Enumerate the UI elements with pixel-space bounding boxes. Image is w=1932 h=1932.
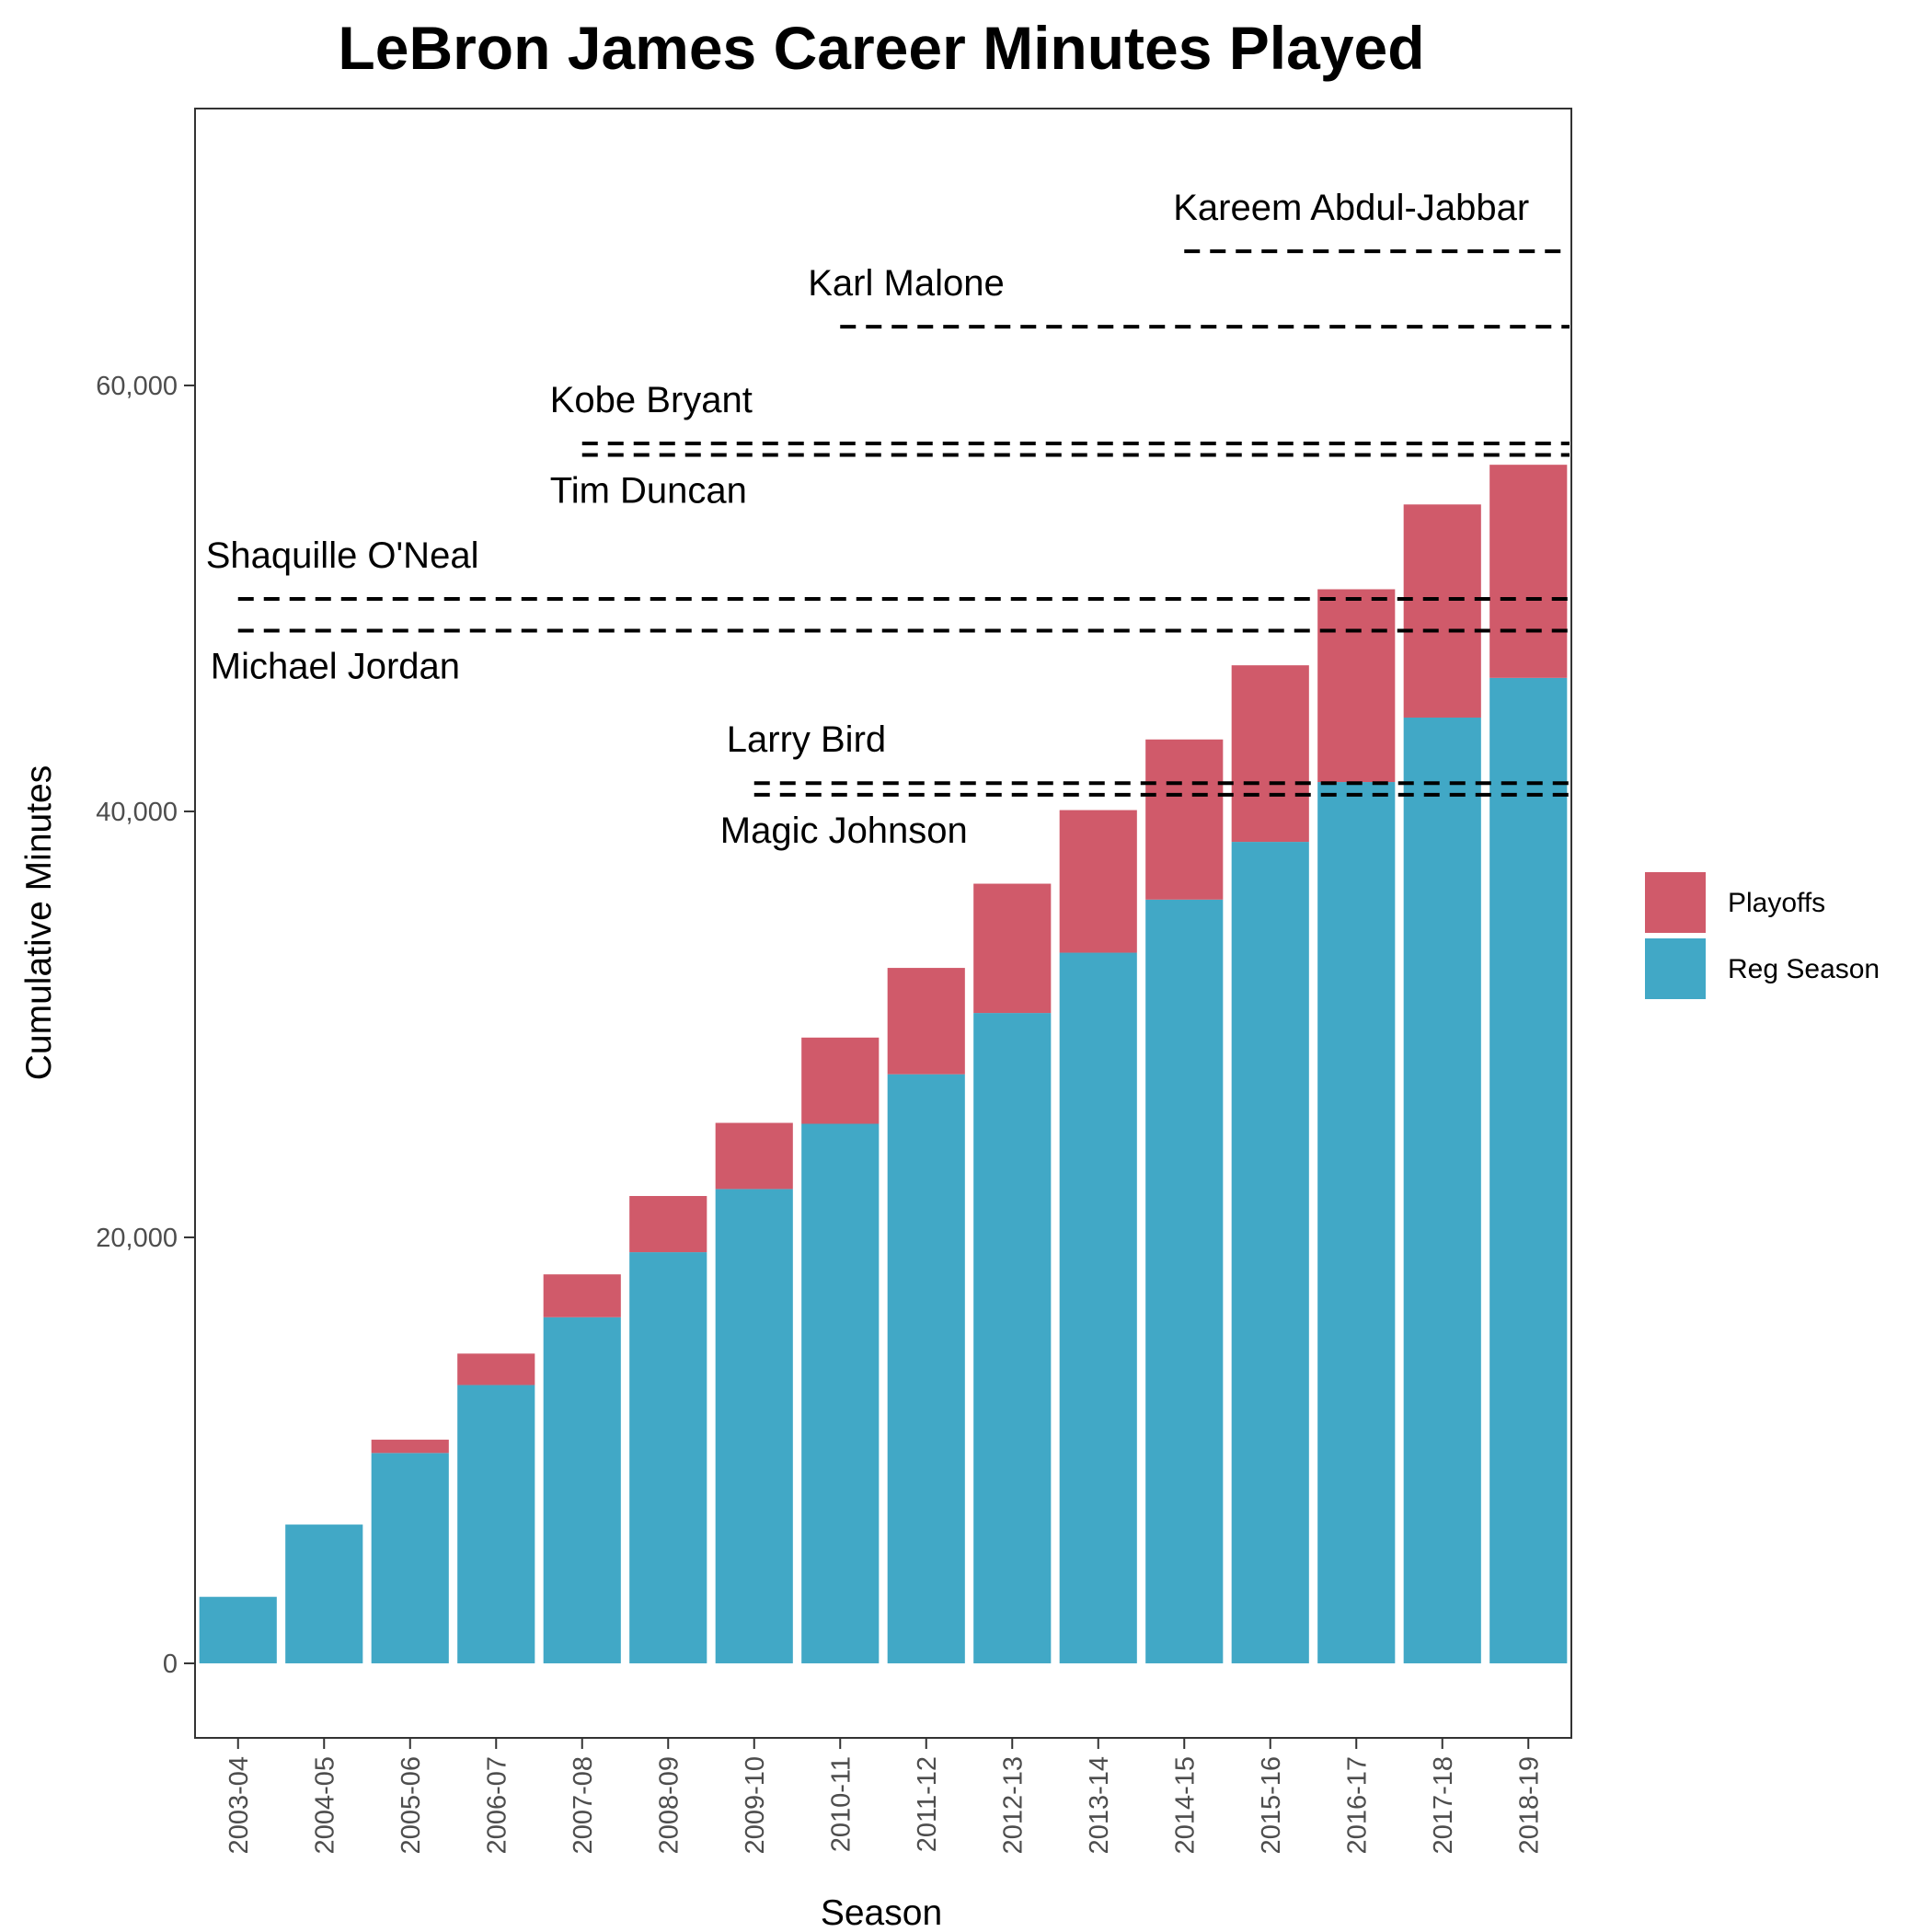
bar-playoffs (1059, 810, 1137, 953)
bar-playoffs (1231, 665, 1309, 843)
bar-playoffs (371, 1439, 449, 1454)
bar-playoffs (801, 1037, 880, 1124)
reference-label: Kobe Bryant (550, 380, 753, 420)
x-tick-label: 2016-17 (1342, 1756, 1372, 1854)
bar-reg-season (199, 1596, 277, 1663)
reference-label: Magic Johnson (720, 811, 968, 851)
bar-playoffs (973, 883, 1052, 1014)
bar-reg-season (973, 1013, 1052, 1663)
y-tick-label: 0 (163, 1650, 178, 1679)
bar-reg-season (887, 1074, 965, 1663)
x-tick-label: 2006-07 (482, 1756, 512, 1854)
bar-reg-season (1403, 717, 1481, 1663)
reference-label: Michael Jordan (211, 647, 460, 687)
x-tick-label: 2010-11 (826, 1756, 856, 1852)
y-tick-label: 40,000 (96, 798, 178, 827)
reference-label: Tim Duncan (550, 470, 747, 511)
bar-reg-season (371, 1453, 449, 1663)
bar-reg-season (1145, 899, 1224, 1663)
reference-lines-layer: Kareem Abdul-Jabbar Karl Malone Kobe Bryan… (206, 188, 1570, 851)
reference-label: Larry Bird (727, 719, 886, 760)
x-tick-label: 2013-14 (1085, 1756, 1114, 1854)
x-tick-label: 2014-15 (1170, 1756, 1200, 1854)
bars-layer (199, 465, 1568, 1663)
bar-reg-season (1059, 952, 1137, 1663)
bar-reg-season (457, 1385, 535, 1663)
bar-playoffs (715, 1122, 793, 1190)
bar-playoffs (887, 968, 965, 1075)
bar-reg-season (1317, 782, 1396, 1663)
reference-label: Kareem Abdul-Jabbar (1173, 188, 1529, 228)
bar-reg-season (1489, 677, 1568, 1663)
x-tick-label: 2003-04 (224, 1756, 254, 1854)
x-tick-label: 2008-09 (654, 1756, 684, 1854)
x-tick-label: 2018-19 (1514, 1756, 1544, 1854)
x-tick-label: 2017-18 (1429, 1756, 1458, 1854)
bar-playoffs (629, 1196, 707, 1253)
reference-label: Shaquille O'Neal (206, 535, 479, 576)
bar-playoffs (543, 1274, 621, 1317)
x-tick-label: 2004-05 (310, 1756, 339, 1854)
x-tick-label: 2007-08 (569, 1756, 598, 1854)
reference-label: Karl Malone (808, 263, 1004, 304)
bar-playoffs (457, 1353, 535, 1386)
bar-reg-season (1231, 842, 1309, 1663)
chart-title: LeBron James Career Minutes Played (338, 14, 1424, 82)
x-tick-label: 2009-10 (741, 1756, 770, 1854)
bar-playoffs (1145, 739, 1224, 900)
bar-playoffs (1489, 465, 1568, 678)
x-tick-label: 2012-13 (998, 1756, 1028, 1854)
bar-reg-season (715, 1189, 793, 1663)
y-axis: 0 20,000 40,000 60,000 (96, 372, 195, 1679)
x-axis-title: Season (821, 1893, 942, 1932)
y-tick-label: 60,000 (96, 372, 178, 401)
legend-label: Reg Season (1728, 954, 1880, 984)
legend-key (1645, 938, 1706, 999)
bar-reg-season (285, 1524, 363, 1663)
y-tick-label: 20,000 (96, 1224, 178, 1253)
x-tick-label: 2011-12 (913, 1756, 942, 1852)
x-axis: 2003-04 2004-05 2005-06 2006-07 2007-08 2008-… (224, 1738, 1544, 1854)
bar-playoffs (1317, 589, 1396, 783)
legend-label: Playoffs (1728, 888, 1825, 918)
bar-reg-season (629, 1252, 707, 1663)
x-tick-label: 2015-16 (1257, 1756, 1286, 1854)
bar-playoffs (1403, 504, 1481, 718)
y-axis-title: Cumulative Minutes (19, 765, 59, 1080)
bar-reg-season (801, 1123, 880, 1663)
legend-key (1645, 872, 1706, 933)
bar-reg-season (543, 1317, 621, 1663)
x-tick-label: 2005-06 (397, 1756, 426, 1854)
legend: Playoffs Reg Season (1645, 872, 1880, 999)
